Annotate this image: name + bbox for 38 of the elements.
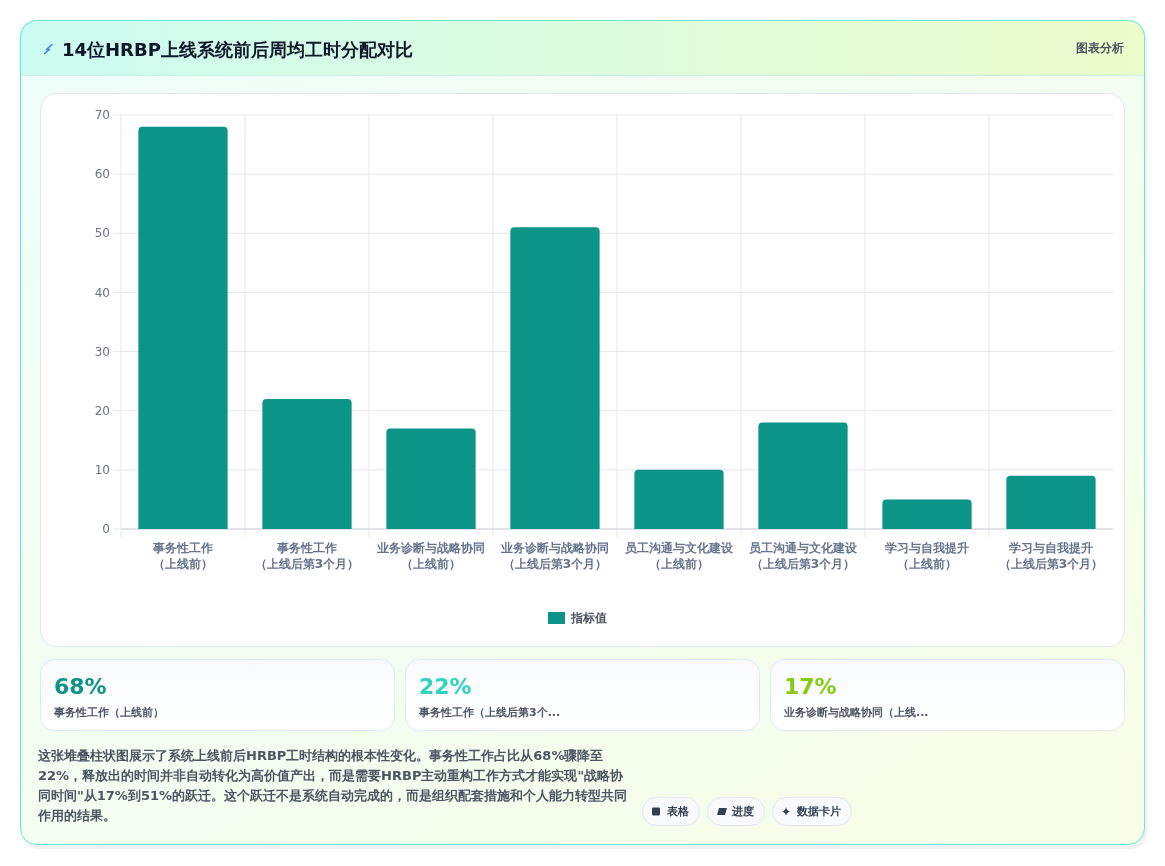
x-tick-label: 学习与自我提升（上线后第3个月） [998,541,1104,571]
bar [262,398,352,529]
y-tick-label: 30 [94,344,110,359]
bar [758,422,848,529]
y-tick-label: 0 [102,522,110,537]
y-tick-label: 20 [94,403,110,418]
pill-button[interactable] [772,797,852,826]
text: 图表分析 [1076,41,1124,55]
category-label: 业务诊断与战略协同（上线... [783,706,929,719]
x-tick-label: 事务性工作（上线后第3个月） [254,541,360,571]
bar [138,126,228,529]
text: 表格 [666,805,690,819]
bar [634,469,724,529]
y-tick-label: 10 [94,463,110,478]
x-tick-label: 业务诊断与战略协同（上线前） [376,541,485,571]
chart-title: 14位HRBP上线系统前后周均工时分配对比 [62,39,413,60]
x-tick-label: 业务诊断与战略协同（上线后第3个月） [500,541,609,571]
x-tick-label: 学习与自我提升（上线前） [885,541,969,571]
text: 进度 [731,805,754,819]
x-tick-label: 事务性工作（上线前） [152,541,213,571]
text: 68% [54,674,107,699]
y-tick-label: 40 [94,285,110,300]
text: 这张堆叠柱状图展示了系统上线前后HRBP工时结构的根本性变化。事务性工作占比从68%骤降至22%，释放出的时间并非自动转化为高价值产出，而是需要HRBP主动重构工作方式才能实现"战略协同时间"从17%到51%的跃迁。这个跃迁不是系统自动完成的，而是组织配套措施和个人能力转型共同作用的结果。 [38,747,628,825]
bar [1006,475,1096,529]
y-tick-label: 60 [94,167,110,182]
category-label: 事务性工作（上线前） [53,706,164,719]
text: 数据卡片 [796,805,841,819]
text: 22% [419,674,472,699]
category-label: 事务性工作（上线后第3个... [418,706,561,719]
legend-label: 指标值 [570,611,607,626]
bar [510,227,600,529]
x-tick-label: 员工沟通与文化建设（上线前） [625,541,734,571]
bar [882,499,972,529]
bar [386,428,476,529]
x-tick-label: 员工沟通与文化建设（上线后第3个月） [749,541,858,571]
y-tick-label: 70 [94,108,110,123]
y-tick-label: 50 [94,226,110,241]
text: 17% [784,674,837,699]
